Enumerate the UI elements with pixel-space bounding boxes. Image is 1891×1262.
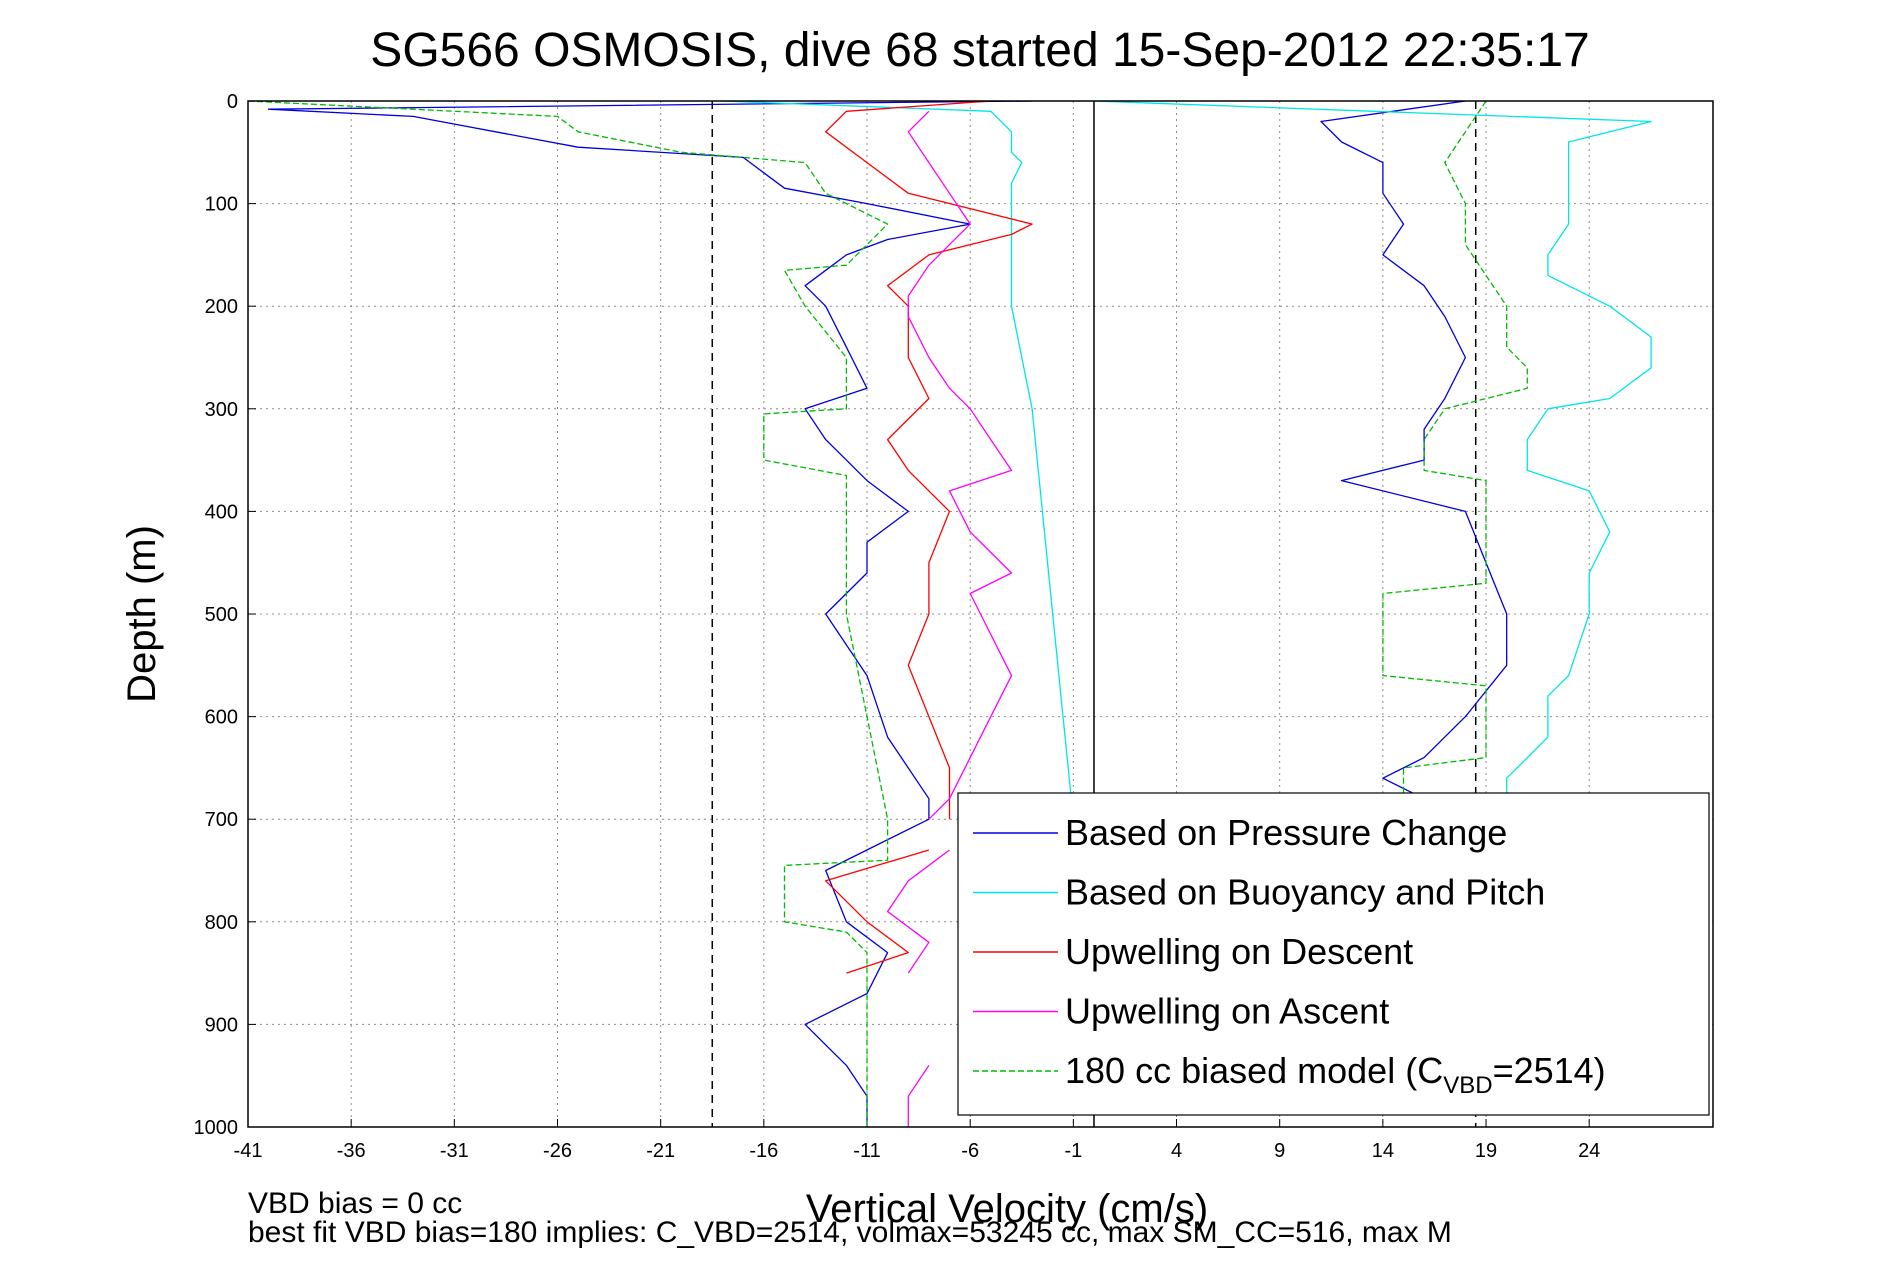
y-tick-label: 600 — [205, 707, 238, 729]
legend: Based on Pressure Change Based on Buoyanc… — [957, 792, 1710, 1116]
x-tick-label: 19 — [1475, 1140, 1497, 1162]
x-tick-label: 9 — [1274, 1140, 1285, 1162]
y-tick-label: 1000 — [194, 1117, 239, 1139]
x-tick-label: -26 — [543, 1140, 572, 1162]
y-tick-label: 200 — [205, 296, 238, 318]
x-tick-label: 4 — [1171, 1140, 1182, 1162]
legend-label-subscript: VBD — [1443, 1072, 1492, 1099]
x-tick-label: 14 — [1372, 1140, 1394, 1162]
series-2-line-segment-1 — [825, 849, 930, 974]
legend-label-0: Based on Pressure Change — [1065, 812, 1507, 853]
x-tick-label: -1 — [1064, 1140, 1082, 1162]
y-tick-label: 300 — [205, 399, 238, 421]
x-axis-label: Vertical Velocity (cm/s) — [806, 1187, 1208, 1231]
legend-label-text: 180 cc biased model (C — [1065, 1050, 1443, 1091]
x-tick-label: -11 — [853, 1140, 880, 1162]
y-tick-labels: 0 100 200 300 400 500 600 700 800 900 1000 — [194, 91, 239, 1139]
x-tick-label: 24 — [1578, 1140, 1600, 1162]
x-tick-label: -16 — [749, 1140, 778, 1162]
series-0-line-segment-0 — [267, 101, 1033, 1127]
series-group — [248, 101, 1652, 1127]
series-4-line-segment-0 — [248, 101, 889, 1127]
legend-label-tail: =2514) — [1493, 1050, 1606, 1091]
legend-label-4: 180 cc biased model (CVBD=2514) — [1065, 1050, 1606, 1099]
y-tick-label: 700 — [205, 809, 238, 831]
y-tick-label: 0 — [227, 91, 238, 113]
y-tick-label: 400 — [205, 501, 238, 523]
x-tick-labels: -41 -36 -31 -26 -21 -16 -11 -6 -1 4 9 14 19 24 — [234, 1140, 1601, 1162]
legend-label-3: Upwelling on Ascent — [1065, 991, 1389, 1032]
x-tick-label: -41 — [234, 1140, 263, 1162]
series-1-line-segment-0 — [722, 101, 1075, 820]
x-tick-label: -31 — [440, 1140, 469, 1162]
series-4-line-segment-1 — [1382, 101, 1528, 809]
legend-box — [957, 792, 1710, 1116]
x-tick-label: -36 — [337, 1140, 366, 1162]
series-3-line-segment-1 — [886, 849, 950, 974]
y-tick-label: 800 — [205, 912, 238, 934]
series-2-line-segment-0 — [825, 101, 1033, 820]
series-0-line-segment-1 — [1320, 101, 1508, 800]
x-tick-label: -21 — [646, 1140, 675, 1162]
series-3-line-segment-0 — [907, 110, 1013, 820]
y-tick-label: 500 — [205, 604, 238, 626]
chart-title: SG566 OSMOSIS, dive 68 started 15-Sep-20… — [370, 24, 1589, 77]
annotation-vbd-bias: VBD bias = 0 cc — [248, 1187, 462, 1220]
x-tick-label: -6 — [961, 1140, 979, 1162]
series-3-line-segment-2 — [907, 1065, 930, 1127]
annotation-best-fit: best fit VBD bias=180 implies: C_VBD=251… — [248, 1216, 1452, 1249]
y-tick-label: 100 — [205, 194, 238, 216]
legend-label-2: Upwelling on Descent — [1065, 931, 1413, 972]
plot-frame — [247, 100, 1714, 1128]
series-1-line-segment-1 — [1093, 101, 1652, 820]
legend-label-1: Based on Buoyancy and Pitch — [1065, 872, 1545, 913]
y-tick-label: 900 — [205, 1014, 238, 1036]
y-axis-label: Depth (m) — [120, 525, 164, 703]
